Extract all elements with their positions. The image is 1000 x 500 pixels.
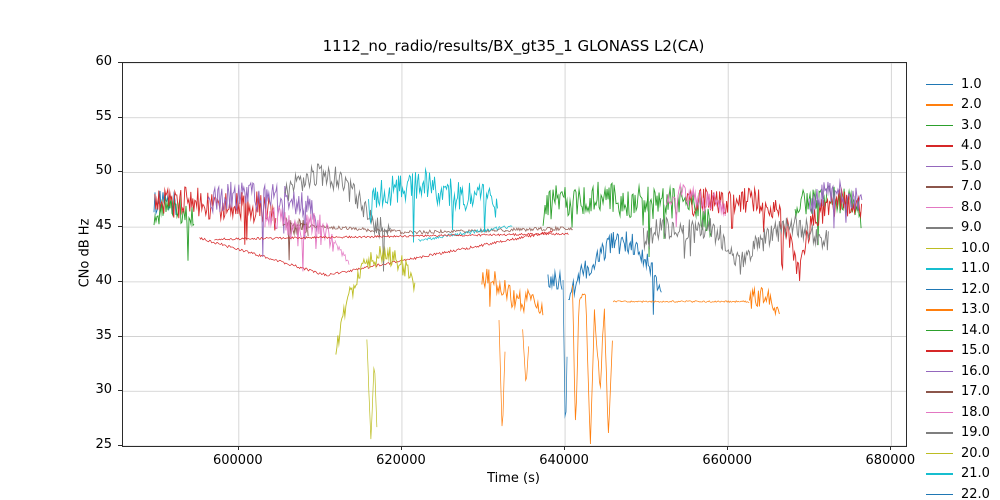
x-axis-label: Time (s) [487,471,540,486]
legend-item: 9.0 [926,218,982,239]
legend-line-swatch [926,329,953,331]
legend-line-swatch [926,350,953,352]
legend-item: 13.0 [926,300,990,321]
legend-item: 15.0 [926,341,990,362]
legend-item: 12.0 [926,279,990,300]
legend-item: 20.0 [926,443,990,464]
y-tick-mark [118,280,122,282]
legend-label: 14.0 [961,322,990,338]
y-tick-label: 35 [95,327,112,343]
chart-title: 1112_no_radio/results/BX_gt35_1 GLONASS … [322,37,705,55]
legend-label: 17.0 [961,384,990,400]
legend-item: 21.0 [926,464,990,485]
legend-label: 7.0 [961,179,982,195]
legend-label: 5.0 [961,158,982,174]
legend-label: 12.0 [961,281,990,297]
legend-line-swatch [926,391,953,393]
legend-item: 2.0 [926,95,982,116]
x-tick-label: 680000 [865,453,916,468]
x-tick-mark [564,446,566,450]
legend-item: 10.0 [926,238,990,259]
legend-item: 5.0 [926,156,982,177]
legend-label: 1.0 [961,76,982,92]
y-tick-mark [118,445,122,446]
legend-item: 4.0 [926,136,982,157]
plot-canvas [123,63,906,446]
x-tick-mark [237,446,239,450]
legend-line-swatch [926,206,953,208]
legend-label: 20.0 [961,445,990,461]
x-tick-label: 640000 [539,453,589,468]
legend-item: 19.0 [926,423,990,444]
legend-line-swatch [926,165,953,167]
legend-line-swatch [926,473,953,475]
x-tick-mark [890,446,892,450]
legend-line-swatch [926,288,953,290]
x-tick-label: 620000 [376,453,426,468]
legend-item: 22.0 [926,484,990,500]
legend-label: 15.0 [961,343,990,359]
legend-label: 16.0 [961,363,990,379]
y-tick-label: 25 [95,437,112,452]
legend-line-swatch [926,83,953,85]
legend-line-swatch [926,104,953,106]
legend-line-swatch [926,493,953,495]
legend-item: 18.0 [926,402,990,423]
legend-line-swatch [926,411,953,413]
y-tick-label: 50 [95,163,112,179]
legend-item: 7.0 [926,177,982,198]
legend-label: 2.0 [961,97,982,113]
legend-line-swatch [926,247,953,249]
legend-line-swatch [926,452,953,454]
y-tick-label: 60 [95,54,112,69]
y-tick-mark [118,171,122,173]
x-tick-mark [727,446,729,450]
y-tick-label: 30 [95,382,112,398]
y-tick-mark [118,335,122,337]
legend-label: 4.0 [961,138,982,154]
legend-label: 19.0 [961,425,990,441]
legend-item: 14.0 [926,320,990,341]
legend-item: 17.0 [926,382,990,403]
legend-label: 13.0 [961,302,990,318]
legend-label: 3.0 [961,117,982,133]
legend-line-swatch [926,432,953,434]
y-tick-mark [118,390,122,392]
y-tick-label: 45 [95,218,112,234]
legend-item: 8.0 [926,197,982,218]
x-tick-mark [400,446,402,450]
legend-item: 16.0 [926,361,990,382]
x-tick-label: 600000 [212,453,263,468]
legend-line-swatch [926,186,953,188]
y-tick-mark [118,226,122,228]
legend-line-swatch [926,370,953,372]
y-tick-label: 55 [95,108,112,124]
legend-label: 22.0 [961,486,990,500]
legend-label: 8.0 [961,199,982,215]
legend-line-swatch [926,124,953,126]
y-tick-mark [118,116,122,118]
y-tick-mark [118,62,122,63]
legend-label: 10.0 [961,240,990,256]
x-tick-label: 660000 [702,453,752,468]
legend-item: 1.0 [926,74,982,95]
legend-line-swatch [926,145,953,147]
legend-line-swatch [926,268,953,270]
legend-label: 21.0 [961,466,990,482]
legend-item: 11.0 [926,259,990,280]
legend-label: 11.0 [961,261,990,277]
legend-label: 18.0 [961,404,990,420]
y-tick-label: 40 [95,272,112,288]
legend-item: 3.0 [926,115,982,136]
legend-line-swatch [926,309,953,311]
legend-label: 9.0 [961,220,982,236]
legend-line-swatch [926,227,953,229]
plot-area [122,62,907,447]
